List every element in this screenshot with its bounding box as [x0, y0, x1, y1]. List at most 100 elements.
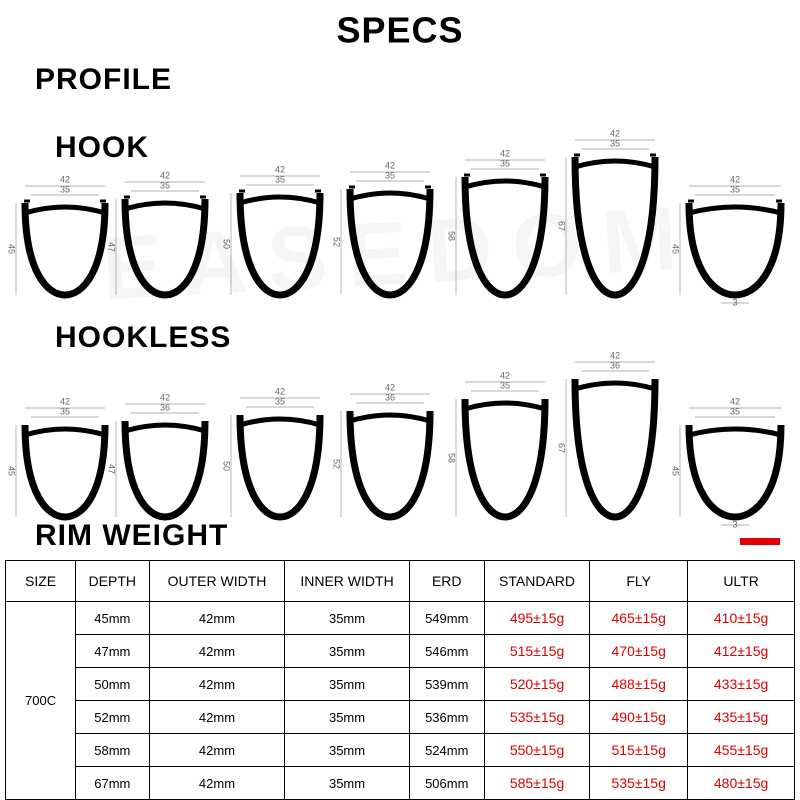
size-cell: 700C — [4, 601, 77, 800]
inner-label: 35 — [610, 138, 620, 148]
depth-label: 45 — [671, 244, 681, 254]
header-cell: ERD — [408, 560, 485, 602]
outer-label: 42 — [385, 160, 395, 170]
depth-label: 50 — [222, 461, 232, 471]
table-cell: 35mm — [284, 634, 410, 668]
hookless-heading: HOOKLESS — [55, 321, 231, 354]
depth-label: 45 — [7, 244, 17, 254]
rim-wall — [461, 398, 549, 521]
outer-label: 42 — [275, 164, 285, 174]
outer-label: 42 — [730, 174, 740, 184]
header-cell: SIZE — [4, 560, 77, 602]
rim-wall — [236, 192, 324, 299]
table-cell: 435±15g — [687, 700, 795, 734]
rim-bed — [124, 422, 206, 434]
table-cell: 465±15g — [589, 601, 689, 635]
table-cell: 412±15g — [687, 634, 795, 668]
inner-label: 35 — [275, 174, 285, 184]
rim-bed — [688, 426, 782, 438]
table-cell: 490±15g — [589, 700, 689, 734]
outer-label: 42 — [500, 148, 510, 158]
depth-label: 47 — [107, 464, 117, 474]
table-cell: 410±15g — [687, 601, 795, 635]
outer-label: 42 — [160, 170, 170, 180]
weight-table: SIZE DEPTH OUTER WIDTH INNER WIDTH ERD STANDA… — [4, 560, 795, 800]
watermark: EASEDOM — [100, 188, 699, 319]
depth-label: 45 — [671, 466, 681, 476]
table-row: 700C 45mm 42mm 35mm 549mm 495±15g 465±15g 410±1… — [4, 601, 795, 800]
table-cell: 433±15g — [687, 667, 795, 701]
rim-wall — [121, 198, 209, 299]
outer-label: 42 — [275, 386, 285, 396]
rim-bed — [574, 158, 656, 170]
table-row: 47mm 42mm 35mm 546mm 515±15g 470±15g 412±15g — [6, 634, 795, 668]
table-cell: 52mm — [75, 700, 150, 734]
table-row: 67mm 42mm 35mm 506mm 585±15g 535±15g 480±15g — [6, 766, 795, 800]
profile-heading: PROFILE — [35, 63, 172, 96]
table-cell: 50mm — [75, 667, 150, 701]
table-cell: 536mm — [408, 700, 485, 734]
outer-label: 42 — [500, 370, 510, 380]
header-cell: STANDARD — [483, 560, 591, 602]
outer-label: 42 — [610, 350, 620, 360]
table-cell: 67mm — [75, 766, 150, 800]
hook-heading: HOOK — [55, 131, 149, 164]
table-cell: 35mm — [284, 733, 410, 767]
table-cell: 42mm — [148, 733, 286, 767]
table-cell: 480±15g — [687, 766, 795, 800]
table-cell: 546mm — [408, 634, 485, 668]
header-cell: ULTR — [687, 560, 795, 602]
rim-wall — [685, 202, 785, 299]
table-cell: 549mm — [408, 601, 485, 635]
table-cell: 42mm — [148, 700, 286, 734]
bottom-label: 3 — [732, 297, 737, 307]
depth-label: 58 — [447, 231, 457, 241]
rim-wall — [346, 410, 434, 521]
rim-bed — [349, 190, 431, 202]
outer-label: 42 — [730, 396, 740, 406]
table-cell: 488±15g — [589, 667, 689, 701]
inner-label: 36 — [385, 392, 395, 402]
rim-wall — [685, 424, 785, 521]
table-row: 52mm 42mm 35mm 536mm 535±15g 490±15g 435±15g — [6, 700, 795, 734]
header-cell: FLY — [589, 560, 689, 602]
inner-label: 35 — [730, 406, 740, 416]
table-cell: 470±15g — [589, 634, 689, 668]
table-cell: 58mm — [75, 733, 150, 767]
rim-bed — [574, 380, 656, 392]
table-cell: 535±15g — [589, 766, 689, 800]
rim-bed — [349, 412, 431, 424]
table-cell: 520±15g — [483, 667, 591, 701]
outer-label: 42 — [385, 382, 395, 392]
table-cell: 42mm — [148, 601, 286, 635]
red-bar — [740, 538, 780, 545]
rim-bed — [239, 416, 321, 428]
rim-wall — [21, 424, 109, 521]
depth-label: 50 — [222, 239, 232, 249]
rim-bed — [239, 194, 321, 206]
outer-label: 42 — [60, 174, 70, 184]
rim-bed — [124, 200, 206, 212]
depth-label: 52 — [332, 459, 342, 469]
table-cell: 35mm — [284, 667, 410, 701]
table-cell: 42mm — [148, 634, 286, 668]
inner-label: 35 — [160, 180, 170, 190]
table-cell: 539mm — [408, 667, 485, 701]
depth-label: 58 — [447, 453, 457, 463]
depth-label: 67 — [557, 443, 567, 453]
rim-wall — [571, 378, 659, 521]
table-cell: 455±15g — [687, 733, 795, 767]
header-cell: INNER WIDTH — [284, 560, 410, 602]
depth-label: 47 — [107, 242, 117, 252]
rim-bed — [464, 400, 546, 412]
table-cell: 42mm — [148, 766, 286, 800]
inner-label: 35 — [60, 184, 70, 194]
inner-label: 35 — [275, 396, 285, 406]
rim-wall — [346, 188, 434, 299]
rim-wall — [236, 414, 324, 521]
title: SPECS — [336, 10, 463, 51]
depth-label: 67 — [557, 221, 567, 231]
inner-label: 35 — [730, 184, 740, 194]
inner-label: 36 — [610, 360, 620, 370]
